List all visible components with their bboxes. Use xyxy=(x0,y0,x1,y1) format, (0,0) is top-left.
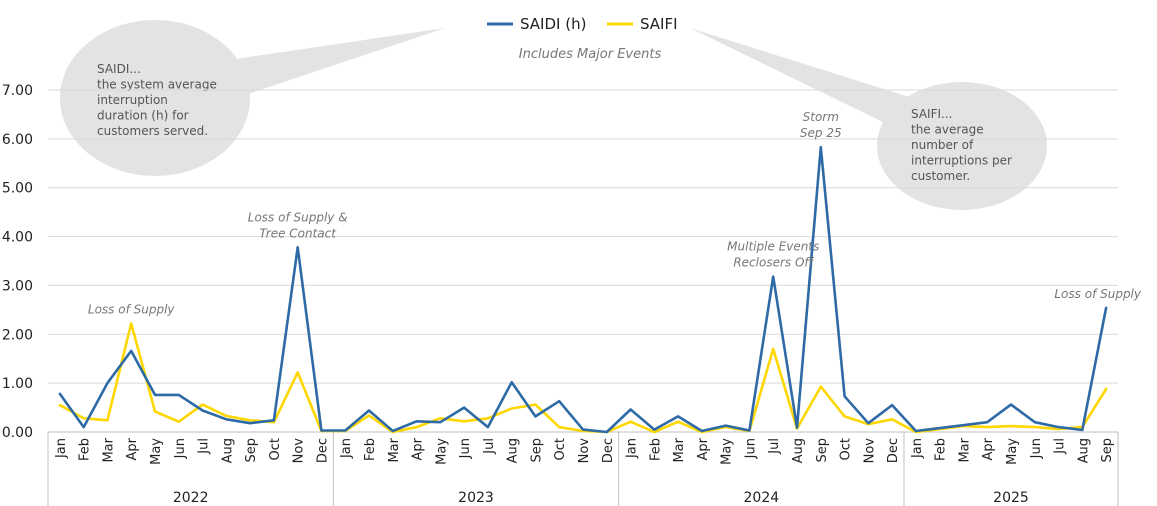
x-tick-label: Oct xyxy=(268,438,283,460)
year-label: 2023 xyxy=(458,490,494,506)
x-tick-label: Jul xyxy=(482,438,497,455)
saidi-callout-bubble xyxy=(60,20,250,176)
callout-line: SAIDI... xyxy=(97,62,141,76)
x-tick-label: Oct xyxy=(839,438,854,460)
y-axis-ticks: 0.00 1.00 2.00 3.00 4.00 5.00 6.00 7.00 xyxy=(2,83,33,441)
x-tick-label: Jun xyxy=(743,438,758,459)
callout-line: customer. xyxy=(911,169,970,183)
saifi-callout-text: SAIFI... the average number of interruption… xyxy=(911,107,1012,183)
y-tick-label: 7.00 xyxy=(2,83,33,99)
y-tick-label: 1.00 xyxy=(2,376,33,392)
x-tick-label: Mar xyxy=(957,437,972,462)
y-tick-label: 6.00 xyxy=(2,132,33,148)
callout-line: the system average xyxy=(97,78,217,92)
annotations: Loss of Supply Loss of Supply & Tree Conta… xyxy=(88,110,1142,316)
legend-label-saifi: SAIFI xyxy=(640,15,678,33)
gridlines xyxy=(48,89,1118,384)
x-tick-label: Apr xyxy=(125,437,140,460)
x-tick-label: Jul xyxy=(1053,438,1068,455)
x-tick-label: May xyxy=(434,438,449,465)
callout-line: number of xyxy=(911,138,974,152)
x-tick-label: Aug xyxy=(220,438,235,463)
callout-line: SAIFI... xyxy=(911,107,952,121)
series-line-saidi xyxy=(58,145,1108,434)
legend-label-saidi: SAIDI (h) xyxy=(520,15,586,33)
x-tick-label: Jul xyxy=(767,438,782,455)
x-tick-label: May xyxy=(720,438,735,465)
y-tick-label: 5.00 xyxy=(2,181,33,197)
x-tick-label: Mar xyxy=(101,437,116,462)
x-tick-label: Sep xyxy=(815,438,830,463)
x-tick-label: Apr xyxy=(411,437,426,460)
chart-subtitle: Includes Major Events xyxy=(519,47,662,62)
annotation-label: Multiple Events xyxy=(727,240,819,254)
x-tick-label: Feb xyxy=(78,438,93,461)
saidi-callout-pointer xyxy=(215,28,445,95)
x-tick-label: Jun xyxy=(458,438,473,459)
annotation-label: Loss of Supply & xyxy=(248,210,348,224)
x-tick-label: Apr xyxy=(696,437,711,460)
x-tick-label: Feb xyxy=(934,438,949,461)
x-tick-label: Aug xyxy=(791,438,806,463)
y-tick-label: 4.00 xyxy=(2,230,33,246)
saidi-callout: SAIDI... the system average interruption du… xyxy=(60,20,445,176)
x-tick-label: Aug xyxy=(1076,438,1091,463)
x-axis: Jan Feb Mar Apr May Jun Jul Aug Sep Oct Nov Dec Jan F… xyxy=(47,431,1119,506)
annotation-label: Reclosers Off xyxy=(733,256,814,270)
saifi-callout: SAIFI... the average number of interruption… xyxy=(690,28,1047,210)
x-tick-label: Jun xyxy=(1029,438,1044,459)
callout-line: interruption xyxy=(97,93,168,107)
x-tick-label: Oct xyxy=(553,438,568,460)
x-tick-label: Dec xyxy=(601,438,616,463)
x-tick-label: Nov xyxy=(577,438,592,464)
x-tick-label: Feb xyxy=(648,438,663,461)
annotation-label: Loss of Supply xyxy=(1054,287,1142,301)
x-tick-label: Sep xyxy=(1100,438,1115,463)
x-tick-label: Jan xyxy=(339,438,354,459)
y-tick-label: 3.00 xyxy=(2,278,33,294)
x-tick-label: Jan xyxy=(54,438,69,459)
x-tick-label: Apr xyxy=(981,437,996,460)
callout-line: customers served. xyxy=(97,124,208,138)
saifi-callout-bubble xyxy=(877,82,1047,210)
x-tick-label: Dec xyxy=(315,438,330,463)
x-tick-label: Feb xyxy=(363,438,378,461)
x-tick-label: Aug xyxy=(506,438,521,463)
saidi-callout-text: SAIDI... the system average interruption du… xyxy=(97,62,217,138)
x-tick-label: Jan xyxy=(910,438,925,459)
callout-line: the average xyxy=(911,123,984,137)
year-label: 2024 xyxy=(744,490,780,506)
callout-line: duration (h) for xyxy=(97,109,189,123)
saifi-callout-pointer xyxy=(690,28,925,128)
x-tick-label: Jun xyxy=(173,438,188,459)
year-label: 2022 xyxy=(173,490,209,506)
callout-line: interruptions per xyxy=(911,154,1012,168)
annotation-label: Storm xyxy=(803,110,839,124)
x-tick-label: Jul xyxy=(197,438,212,455)
annotation-label: Loss of Supply xyxy=(88,303,176,317)
annotation-label: Tree Contact xyxy=(259,226,337,240)
x-tick-label: Jan xyxy=(625,438,640,459)
x-tick-label: Sep xyxy=(244,438,259,463)
y-tick-label: 2.00 xyxy=(2,327,33,343)
legend: SAIDI (h) SAIFI xyxy=(487,15,678,33)
x-tick-label: Dec xyxy=(886,438,901,463)
series-lines xyxy=(58,145,1108,434)
x-tick-label: May xyxy=(1005,438,1020,465)
year-label: 2025 xyxy=(993,490,1029,506)
x-tick-label: Mar xyxy=(672,437,687,462)
x-tick-label: May xyxy=(149,438,164,465)
y-tick-label: 0.00 xyxy=(2,425,33,441)
x-tick-label: Nov xyxy=(292,438,307,464)
x-tick-label: Mar xyxy=(387,437,402,462)
x-tick-label: Sep xyxy=(529,438,544,463)
x-tick-label: Nov xyxy=(862,438,877,464)
annotation-label: Sep 25 xyxy=(800,126,842,140)
